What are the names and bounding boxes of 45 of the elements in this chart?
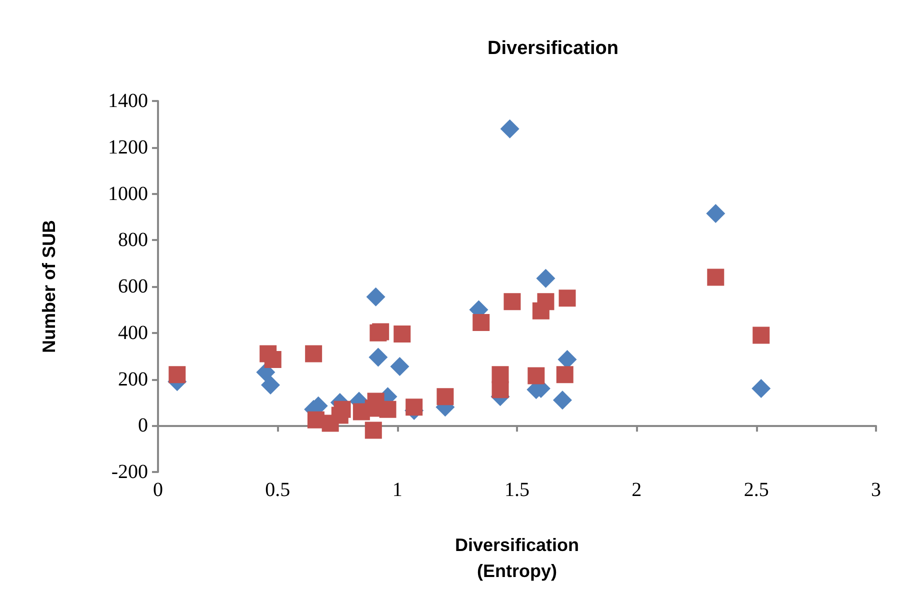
point [368,348,388,367]
point [537,293,554,310]
point [264,351,282,368]
point [436,388,454,406]
point [492,381,509,398]
point [552,390,572,410]
x-tick-label: 0.5 [265,479,290,501]
y-tick-label: 600 [118,276,148,298]
y-tick-label: 400 [118,322,148,344]
point [390,356,410,376]
x-tick-label: 1 [392,479,402,501]
chart-title: Diversification [488,38,618,59]
y-tick-label: -200 [111,461,148,483]
point [394,326,411,343]
y-tick-label: 1000 [108,182,148,205]
y-tick-label: 0 [138,414,148,437]
x-tick-label: 0 [153,479,163,501]
point [536,268,556,288]
point [706,204,726,223]
point [366,287,386,306]
y-tick-label: 800 [118,229,148,252]
y-tick-label: 1200 [108,136,148,158]
x-tick-label: 1.5 [504,479,530,501]
point [168,366,186,384]
point [707,268,724,286]
point [752,326,770,344]
point [528,367,545,384]
y-tick-label: 200 [118,368,148,390]
point [558,290,576,307]
point [334,400,351,418]
x-tick-label: 2.5 [744,479,769,501]
point [472,314,490,331]
point [500,119,520,138]
point [752,379,771,398]
y-axis-title: Number of SUB [39,220,59,354]
point [504,293,521,310]
point [556,366,574,384]
point [305,345,322,362]
y-tick-label: 1400 [108,90,148,112]
x-tick-label: 2 [632,479,642,501]
point [406,398,423,416]
point [364,422,382,439]
x-tick-label: 3 [871,479,881,501]
x-axis-title: Diversification (Entropy) [454,535,580,581]
point [260,376,280,395]
